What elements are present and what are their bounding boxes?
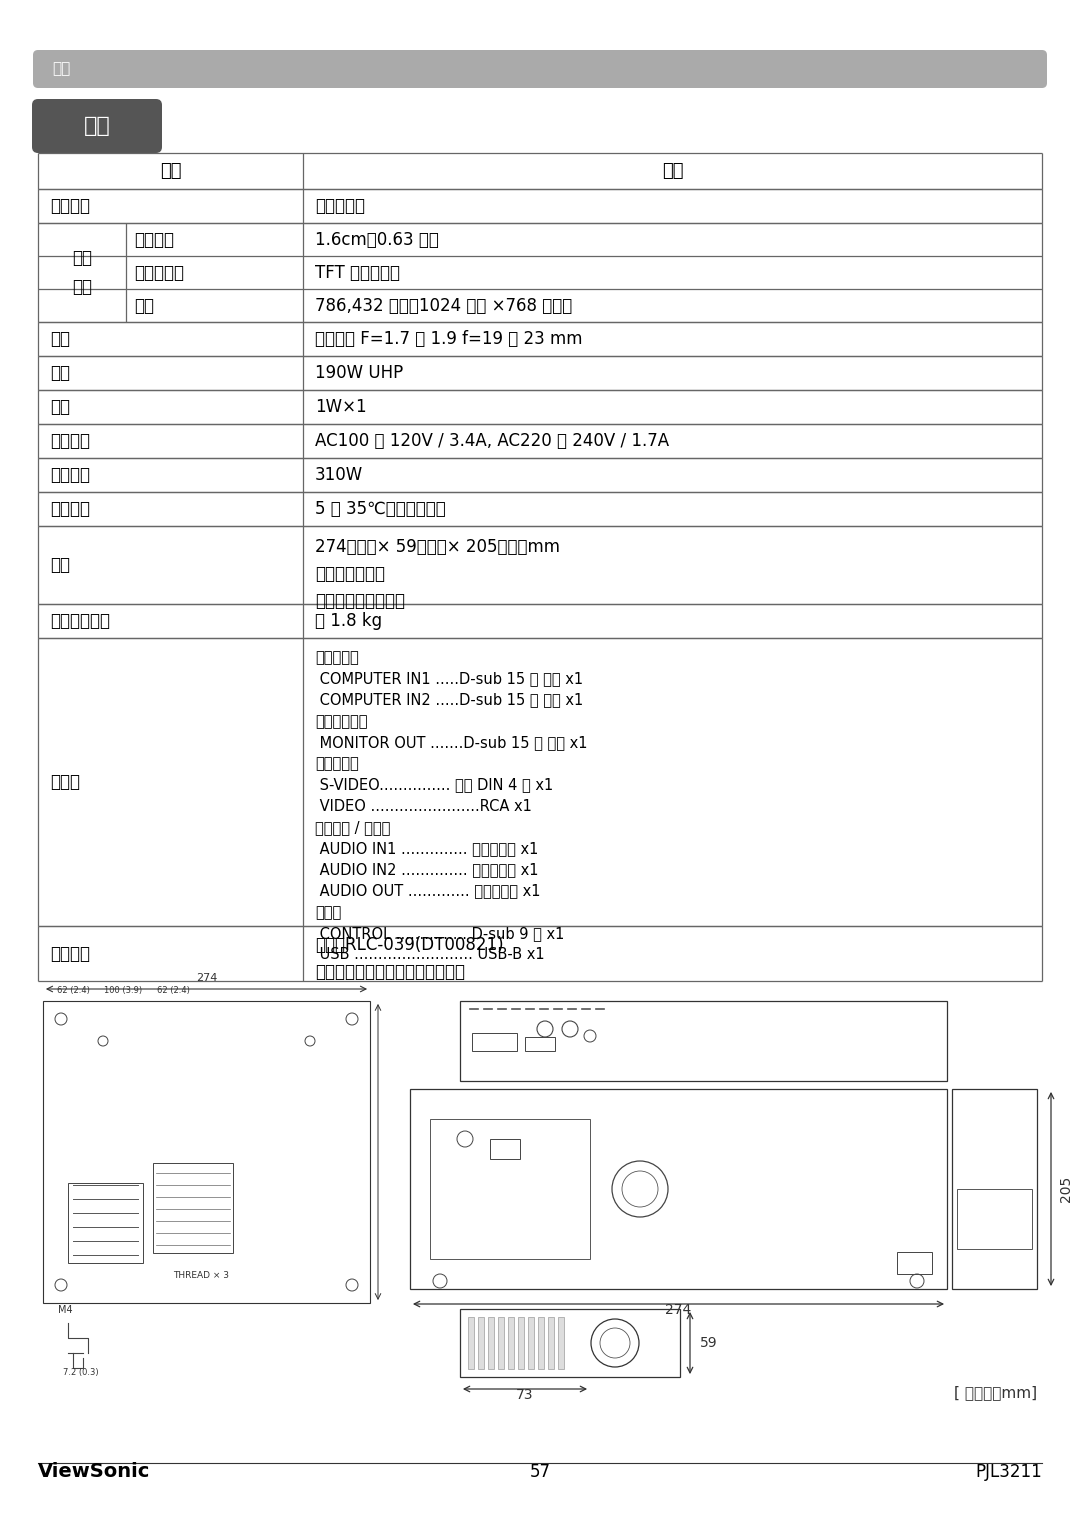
Text: M4: M4 <box>58 1305 72 1314</box>
Text: AC100 ～ 120V / 3.4A, AC220 ～ 240V / 1.7A: AC100 ～ 120V / 3.4A, AC220 ～ 240V / 1.7A <box>315 433 670 449</box>
Text: 59: 59 <box>700 1336 717 1349</box>
Text: THREAD × 3: THREAD × 3 <box>173 1272 229 1279</box>
Text: 274: 274 <box>195 973 217 982</box>
Bar <box>472 1033 517 1051</box>
Text: 縮放鏡頭 F=1.7 ～ 1.9 f=19 ～ 23 mm: 縮放鏡頭 F=1.7 ～ 1.9 f=19 ～ 23 mm <box>315 330 582 347</box>
Text: PJL3211: PJL3211 <box>975 1464 1042 1480</box>
Text: TFT 主動式矩陣: TFT 主動式矩陣 <box>315 263 400 282</box>
Text: 溫度範圍: 溫度範圍 <box>50 500 90 518</box>
Text: 規格: 規格 <box>83 116 110 136</box>
Text: 310W: 310W <box>315 466 363 484</box>
Text: 喇叭: 喇叭 <box>50 398 70 416</box>
Text: 產品名稱: 產品名稱 <box>50 196 90 215</box>
Text: 規格: 規格 <box>52 61 70 76</box>
Text: 73: 73 <box>516 1387 534 1403</box>
Text: 1.6cm（0.63 型）: 1.6cm（0.63 型） <box>315 230 438 248</box>
Bar <box>957 1189 1032 1249</box>
Text: 100 (3.9): 100 (3.9) <box>104 985 143 995</box>
Text: 連接埠: 連接埠 <box>50 774 80 790</box>
Text: 電腦輸入埠
 COMPUTER IN1 .....D-sub 15 針 小型 x1
 COMPUTER IN2 .....D-sub 15 針 小型 x1
監視: 電腦輸入埠 COMPUTER IN1 .....D-sub 15 針 小型 x1… <box>315 650 588 963</box>
FancyBboxPatch shape <box>32 99 162 152</box>
Bar <box>498 1317 504 1369</box>
Bar <box>508 1317 514 1369</box>
Bar <box>460 1001 947 1081</box>
Text: 190W UHP: 190W UHP <box>315 364 403 382</box>
FancyBboxPatch shape <box>33 50 1047 88</box>
Text: [ 單位：　mm]: [ 單位： mm] <box>954 1384 1037 1400</box>
Bar <box>410 1089 947 1288</box>
Text: 57: 57 <box>529 1464 551 1480</box>
Text: 274: 274 <box>665 1304 691 1317</box>
Text: 鏡頭: 鏡頭 <box>50 330 70 347</box>
Bar <box>951 1089 1037 1288</box>
Bar <box>460 1308 680 1377</box>
Text: 重量（質量）: 重量（質量） <box>50 612 110 631</box>
Bar <box>478 1317 484 1369</box>
Bar <box>43 1001 370 1304</box>
Bar <box>525 1037 555 1051</box>
Bar <box>518 1317 524 1369</box>
Bar <box>490 1139 519 1159</box>
Text: 項目: 項目 <box>160 161 181 180</box>
Text: 燈泡：RLC-039(DT00821)
空氣濾清器：請聯繫您的經銷商。: 燈泡：RLC-039(DT00821) 空氣濾清器：請聯繫您的經銷商。 <box>315 937 503 981</box>
Bar <box>68 1183 143 1263</box>
Text: 液晶
螢幕: 液晶 螢幕 <box>72 248 92 295</box>
Bar <box>528 1317 534 1369</box>
Text: 磁碟機系統: 磁碟機系統 <box>134 263 184 282</box>
Text: 規格: 規格 <box>662 161 684 180</box>
Text: 液晶投影機: 液晶投影機 <box>315 196 365 215</box>
Text: 786,432 像素（1024 水平 ×768 垂直）: 786,432 像素（1024 水平 ×768 垂直） <box>315 297 572 315</box>
Text: 7.2 (0.3): 7.2 (0.3) <box>63 1368 98 1377</box>
Bar <box>468 1317 474 1369</box>
Text: ViewSonic: ViewSonic <box>38 1462 150 1480</box>
Text: 62 (2.4): 62 (2.4) <box>56 985 90 995</box>
Text: 大小: 大小 <box>50 556 70 574</box>
Text: 選用零件: 選用零件 <box>50 944 90 963</box>
Bar <box>538 1317 544 1369</box>
Text: 約 1.8 kg: 約 1.8 kg <box>315 612 382 631</box>
Bar <box>488 1317 494 1369</box>
Bar <box>153 1164 233 1253</box>
Text: 電源消耗: 電源消耗 <box>50 466 90 484</box>
Bar <box>897 1252 932 1275</box>
Text: 燈泡: 燈泡 <box>50 364 70 382</box>
Text: 62 (2.4): 62 (2.4) <box>157 985 189 995</box>
Bar <box>558 1317 564 1369</box>
Text: 螢幕尺寸: 螢幕尺寸 <box>134 230 174 248</box>
Text: 1W×1: 1W×1 <box>315 398 366 416</box>
Bar <box>548 1317 554 1369</box>
Text: 電源供應: 電源供應 <box>50 433 90 449</box>
Text: 5 ～ 35℃（運作溫度）: 5 ～ 35℃（運作溫度） <box>315 500 446 518</box>
Text: 205: 205 <box>1059 1176 1074 1202</box>
Bar <box>430 1119 590 1260</box>
Text: 像素: 像素 <box>134 297 154 315</box>
Text: 274（寬）× 59（高）× 205（深）mm
（不包含配件）
・請參考以下圖例。: 274（寬）× 59（高）× 205（深）mm （不包含配件） ・請參考以下圖例… <box>315 538 561 611</box>
